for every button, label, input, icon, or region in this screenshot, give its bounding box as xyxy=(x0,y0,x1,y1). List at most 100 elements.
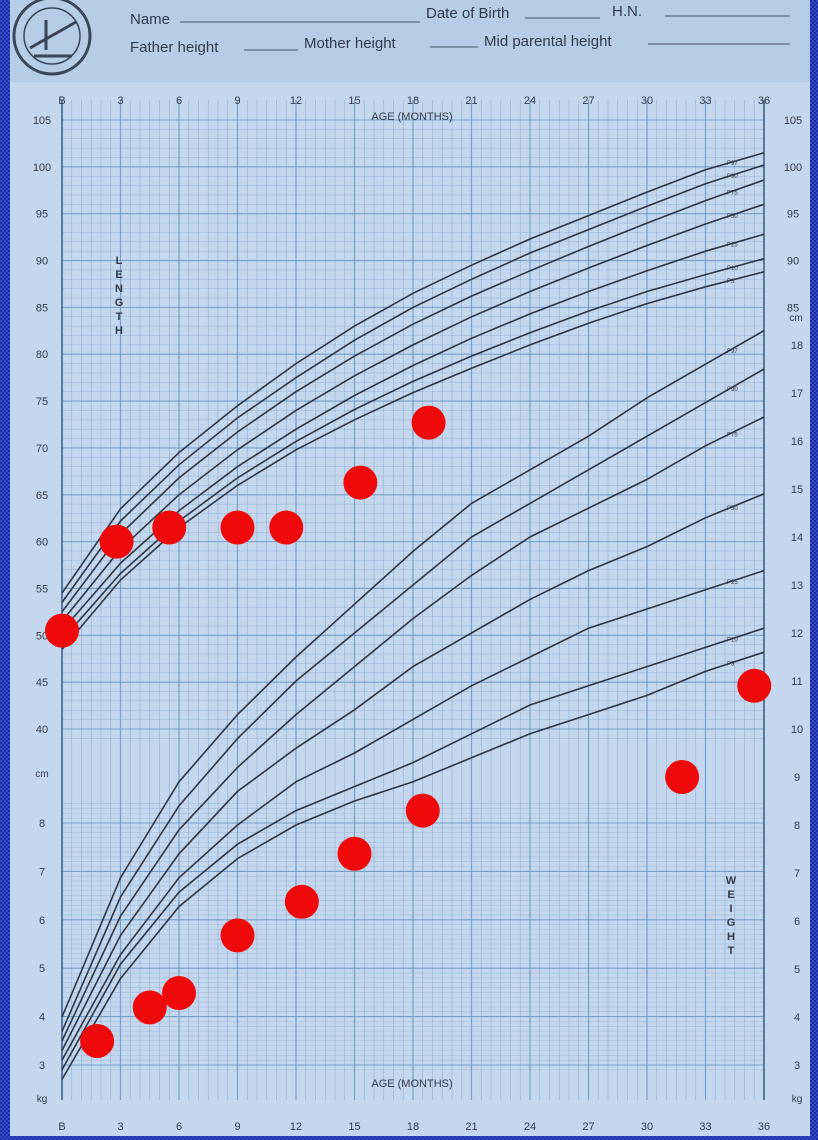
weight-tick-label-right: 11 xyxy=(791,676,802,688)
x-tick-label-top: 30 xyxy=(641,95,653,107)
length-curve-p75 xyxy=(61,179,765,613)
x-tick-label-top: 36 xyxy=(758,95,770,107)
weight-curve-label: P25 xyxy=(727,580,738,586)
length-tick-label: 95 xyxy=(36,209,48,221)
mother-height-label: Mother height xyxy=(304,35,397,52)
hospital-logo-icon xyxy=(12,0,92,76)
weight-measurement-dot xyxy=(337,836,372,871)
length-tick-label-right: 100 xyxy=(784,162,802,174)
weight-measurement-dot xyxy=(405,793,440,828)
weight-curve-p10 xyxy=(61,627,765,1071)
x-tick-label-top: 3 xyxy=(117,95,123,107)
weight-unit-label-right: kg xyxy=(792,1094,803,1105)
weight-measurement-dot xyxy=(220,918,255,953)
x-tick-label-top: 12 xyxy=(290,95,302,107)
weight-curve-p25 xyxy=(61,569,765,1061)
weight-tick-label-right: 3 xyxy=(794,1060,800,1072)
weight-tick-label-right: 15 xyxy=(791,484,803,496)
weight-tick-label-right: 6 xyxy=(794,916,800,928)
chart-paper xyxy=(10,0,810,1136)
x-tick-label-bottom: 30 xyxy=(641,1121,653,1133)
weight-tick-label: 6 xyxy=(39,915,45,927)
length-tick-label-right: 85 xyxy=(787,302,799,314)
length-curve-label: P75 xyxy=(727,190,738,196)
x-axis-title-top: AGE (MONTHS) xyxy=(371,111,452,123)
weight-curve-label: P75 xyxy=(727,432,738,438)
length-curve-p90 xyxy=(61,164,765,603)
length-unit-label: cm xyxy=(35,769,48,780)
weight-tick-label: 7 xyxy=(39,866,45,878)
x-tick-label-bottom: 18 xyxy=(407,1121,419,1133)
weight-measurement-dot xyxy=(132,990,167,1025)
weight-tick-label-right: 17 xyxy=(791,388,803,400)
weight-curve-label: P3 xyxy=(727,662,735,668)
weight-measurement-dot xyxy=(737,668,772,703)
weight-tick-label-right: 8 xyxy=(794,820,800,832)
form-header-area xyxy=(10,0,810,82)
x-tick-label-top: 24 xyxy=(524,95,536,107)
length-tick-label: 75 xyxy=(36,396,48,408)
weight-measurement-dot xyxy=(284,884,319,919)
length-measurement-dot xyxy=(45,613,79,648)
x-tick-label-bottom: 6 xyxy=(176,1121,182,1133)
file-number-label: H.N. xyxy=(612,3,642,20)
length-tick-label: 50 xyxy=(36,630,48,642)
x-tick-label-top: 6 xyxy=(176,95,182,107)
length-tick-label: 60 xyxy=(36,537,48,549)
weight-curve-label: P10 xyxy=(727,638,738,644)
father-height-label: Father height xyxy=(130,39,219,56)
weight-curve-label: P97 xyxy=(727,349,738,355)
length-curve-label: P90 xyxy=(727,174,738,180)
weight-tick-label-right: 5 xyxy=(794,964,800,976)
x-tick-label-top: 33 xyxy=(699,95,711,107)
x-tick-label-bottom: 33 xyxy=(699,1121,711,1133)
x-tick-label-bottom: 3 xyxy=(117,1121,123,1133)
x-tick-label-bottom: B xyxy=(58,1121,65,1133)
weight-curve-p3 xyxy=(61,651,765,1080)
weight-tick-label: 4 xyxy=(39,1012,45,1024)
weight-tick-label-right: 4 xyxy=(794,1012,800,1024)
length-curve-label: P50 xyxy=(727,214,738,220)
length-measurement-dot xyxy=(269,510,304,545)
weight-tick-label: 8 xyxy=(39,818,45,830)
weight-curve-p50 xyxy=(61,493,765,1051)
length-curve-label: P25 xyxy=(727,242,738,248)
length-curve-p97 xyxy=(61,152,765,594)
weight-measurement-dot xyxy=(162,976,196,1010)
length-measurement-dot xyxy=(99,524,134,559)
chart-axes: BB33669912121515181821212424272730303333… xyxy=(33,95,803,1133)
length-curve-label: P10 xyxy=(727,266,738,272)
weight-tick-label-right: 18 xyxy=(791,340,803,352)
x-tick-label-top: 15 xyxy=(348,95,360,107)
length-tick-label: 55 xyxy=(36,583,48,595)
weight-tick-label-right: 9 xyxy=(794,772,800,784)
x-axis-title-bottom: AGE (MONTHS) xyxy=(371,1078,452,1090)
length-tick-label-right: 95 xyxy=(787,209,799,221)
length-tick-label: 80 xyxy=(36,349,48,361)
weight-unit-label: kg xyxy=(37,1094,48,1105)
length-tick-label-right: 105 xyxy=(784,115,802,127)
x-tick-label-bottom: 12 xyxy=(290,1121,302,1133)
weight-tick-label-right: 13 xyxy=(791,580,803,592)
length-unit-label-right: cm xyxy=(789,313,802,324)
weight-curve-label: P50 xyxy=(727,506,738,512)
weight-tick-label-right: 7 xyxy=(794,868,800,880)
length-tick-label: 85 xyxy=(36,302,48,314)
weight-tick-label-right: 10 xyxy=(791,724,803,736)
weight-curve-p97 xyxy=(61,329,765,1018)
x-tick-label-top: 27 xyxy=(582,95,594,107)
length-tick-label: 90 xyxy=(36,256,48,268)
length-measurement-dot xyxy=(220,510,255,545)
length-tick-label: 40 xyxy=(36,724,48,736)
x-tick-label-top: B xyxy=(58,95,65,107)
length-tick-label: 100 xyxy=(33,162,51,174)
length-tick-label: 70 xyxy=(36,443,48,455)
length-measurement-dot xyxy=(343,465,378,500)
x-tick-label-bottom: 36 xyxy=(758,1121,770,1133)
patient-form-header: Name Date of Birth H.N. Father height Mo… xyxy=(130,3,790,56)
length-tick-label: 105 xyxy=(33,115,51,127)
